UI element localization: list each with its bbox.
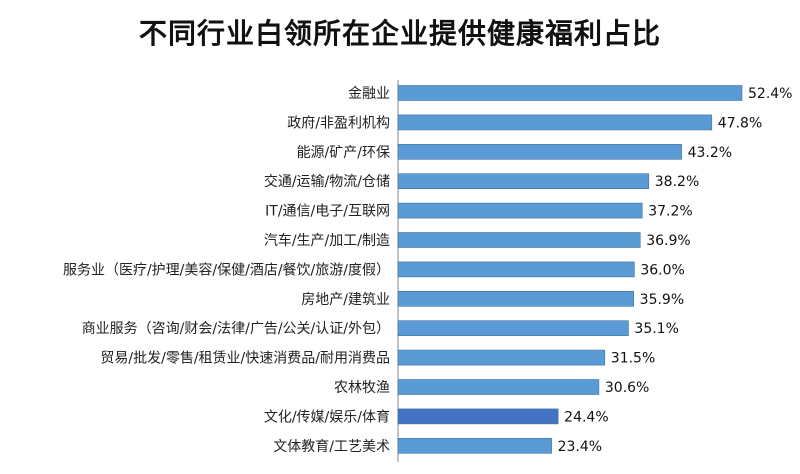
value-label-4: 37.2% — [648, 204, 692, 220]
bar-7 — [397, 290, 634, 307]
category-label-5: 汽车/生产/加工/制造 — [264, 232, 390, 249]
value-label-12: 23.4% — [558, 439, 602, 455]
category-label-12: 文体教育/工艺美术 — [273, 439, 390, 455]
bar-2 — [397, 144, 682, 160]
bar-11 — [397, 408, 559, 425]
value-label-5: 36.9% — [646, 233, 690, 249]
category-label-6: 服务业（医疗/护理/美容/保健/酒店/餐饮/旅游/度假） — [63, 261, 390, 278]
category-label-2: 能源/矿产/环保 — [297, 145, 390, 161]
category-label-0: 金融业 — [348, 86, 390, 102]
value-label-3: 38.2% — [655, 174, 699, 190]
bar-1 — [397, 114, 713, 131]
value-label-11: 24.4% — [564, 409, 608, 425]
bar-3 — [397, 173, 650, 189]
value-label-7: 35.9% — [640, 292, 684, 308]
value-label-10: 30.6% — [605, 380, 649, 396]
category-label-9: 贸易/批发/零售/租赁业/快速消费品/耐用消费品 — [100, 351, 390, 367]
bars-group — [397, 85, 743, 454]
category-label-3: 交通/运输/物流/仓储 — [264, 173, 390, 190]
value-labels-group: 52.4% 47.8% 43.2% 38.2% 37.2% 36.9% 36.0% 35.9%… — [558, 86, 793, 455]
bar-12 — [397, 437, 552, 454]
chart-title: 不同行业白领所在企业提供健康福利占比 — [138, 17, 661, 50]
bar-8 — [397, 320, 629, 337]
value-label-8: 35.1% — [634, 321, 678, 337]
bar-6 — [397, 261, 635, 278]
category-label-1: 政府/非盈利机构 — [287, 115, 390, 131]
value-label-2: 43.2% — [688, 145, 732, 161]
bar-0 — [397, 85, 743, 101]
bar-4 — [397, 202, 643, 219]
value-label-0: 52.4% — [748, 86, 792, 102]
category-label-7: 房地产/建筑业 — [301, 292, 390, 308]
category-label-10: 农林牧渔 — [334, 380, 390, 396]
bar-5 — [397, 232, 641, 248]
value-label-9: 31.5% — [611, 351, 655, 367]
category-label-11: 文化/传媒/娱乐/体育 — [264, 409, 390, 425]
bar-9 — [397, 349, 606, 366]
category-label-8: 商业服务（咨询/财会/法律/广告/公关/认证/外包） — [82, 321, 390, 337]
value-label-6: 36.0% — [640, 262, 684, 278]
category-label-4: IT/通信/电子/互联网 — [265, 204, 390, 220]
value-label-1: 47.8% — [718, 115, 762, 131]
bar-10 — [397, 379, 600, 395]
